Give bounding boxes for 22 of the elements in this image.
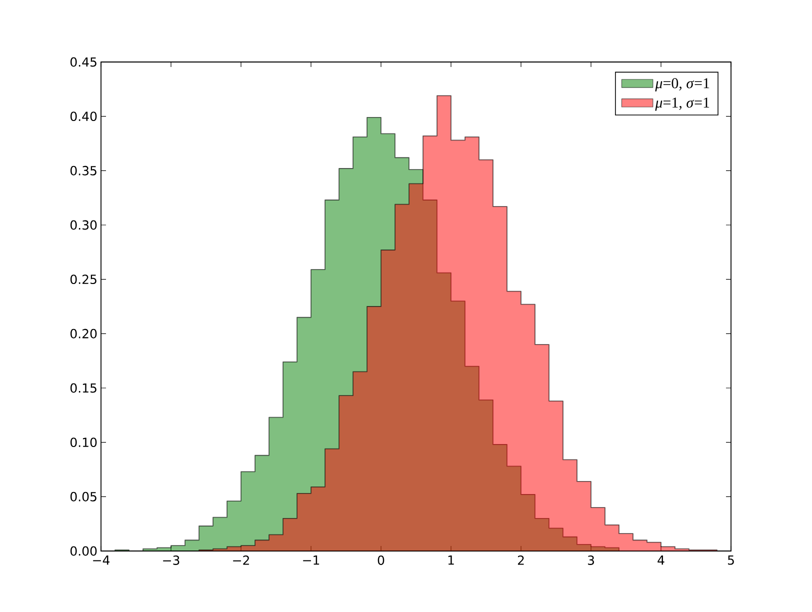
y-tick-label: 0.25	[70, 274, 96, 284]
x-tick-label: 5	[728, 556, 734, 565]
y-tick-label: 0.05	[70, 492, 96, 502]
legend-label: μ=1, σ=1	[655, 98, 710, 111]
x-tick-label: 1	[448, 556, 454, 565]
y-tick-label: 0.00	[70, 546, 97, 556]
x-tick-label: −1	[303, 556, 320, 565]
x-tick-label: 4	[658, 556, 664, 565]
y-tick-label: 0.10	[70, 438, 97, 448]
x-tick-label: −4	[93, 556, 110, 565]
legend-label: μ=0, σ=1	[655, 78, 710, 92]
x-tick-label: 0	[378, 556, 384, 565]
x-tick-label: −3	[163, 556, 180, 565]
y-tick-label: 0.35	[70, 166, 96, 176]
x-tick-label: 3	[588, 556, 594, 565]
y-tick-label: 0.45	[70, 57, 96, 67]
x-tick-label: 2	[518, 556, 524, 565]
y-tick-label: 0.40	[70, 112, 97, 122]
y-tick-label: 0.15	[70, 383, 96, 393]
x-tick-label: −2	[233, 556, 249, 565]
y-tick-label: 0.30	[70, 220, 97, 230]
y-tick-label: 0.20	[70, 328, 97, 338]
